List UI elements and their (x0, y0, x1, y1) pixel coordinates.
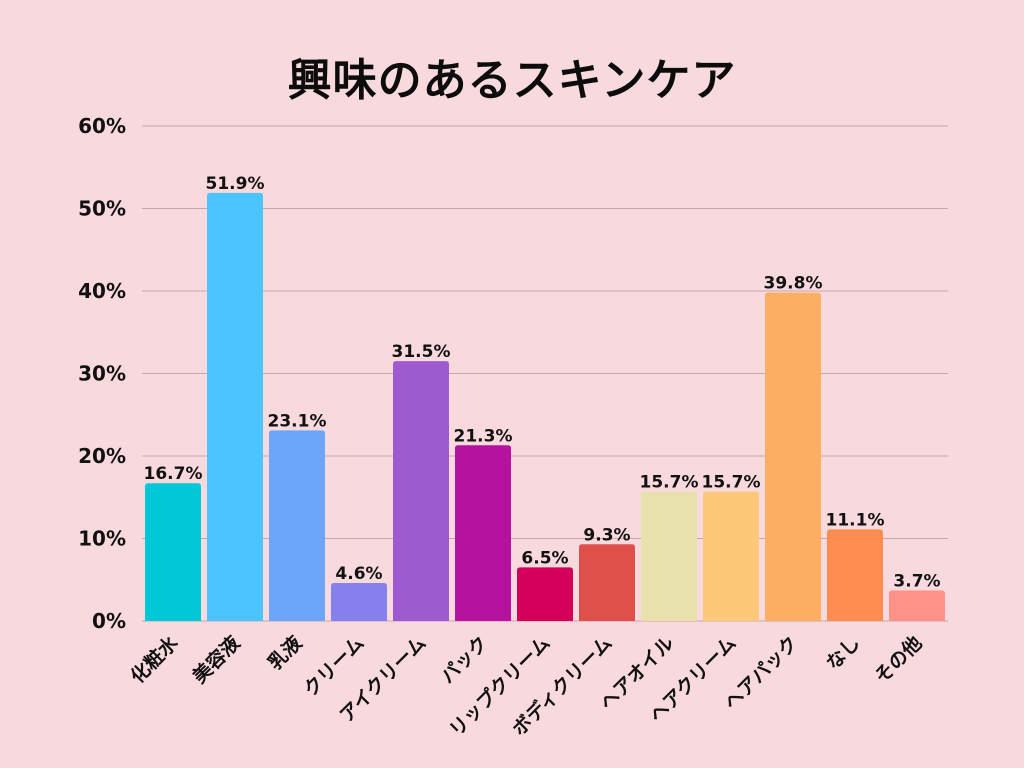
bar (269, 430, 325, 621)
data-label: 3.7% (893, 571, 940, 591)
data-label: 21.3% (454, 426, 513, 446)
bar (889, 590, 945, 621)
x-tick-label: パック (437, 632, 493, 688)
bar (827, 529, 883, 621)
bar (145, 483, 201, 621)
bar (579, 544, 635, 621)
data-label: 15.7% (702, 472, 761, 492)
y-tick-label: 10% (78, 527, 126, 551)
y-tick-label: 50% (78, 197, 126, 221)
data-label: 16.7% (144, 464, 203, 484)
data-label: 6.5% (521, 548, 568, 568)
bar (455, 445, 511, 621)
x-tick-label: 化粧水 (126, 631, 183, 688)
x-tick-label: なし (822, 632, 864, 674)
bar (393, 361, 449, 621)
y-tick-label: 0% (92, 609, 126, 633)
x-tick-label: その他 (870, 631, 927, 688)
bar (765, 292, 821, 621)
bar (641, 491, 697, 621)
bar (517, 567, 573, 621)
data-label: 23.1% (268, 411, 327, 431)
y-tick-label: 20% (78, 444, 126, 468)
data-label: 4.6% (335, 564, 382, 584)
data-label: 11.1% (826, 510, 885, 530)
bar (331, 583, 387, 621)
x-tick-label: 乳液 (263, 631, 307, 675)
y-tick-label: 60% (78, 114, 126, 138)
data-label: 15.7% (640, 472, 699, 492)
chart-title: 興味のあるスキンケア (287, 55, 737, 106)
data-label: 39.8% (764, 274, 823, 294)
bar (703, 491, 759, 621)
data-label: 31.5% (392, 342, 451, 362)
data-label: 9.3% (583, 525, 630, 545)
data-label: 51.9% (206, 174, 265, 194)
bar (207, 192, 263, 621)
y-tick-label: 30% (78, 362, 126, 386)
x-tick-label: 美容液 (188, 631, 245, 688)
y-tick-label: 40% (78, 279, 126, 303)
